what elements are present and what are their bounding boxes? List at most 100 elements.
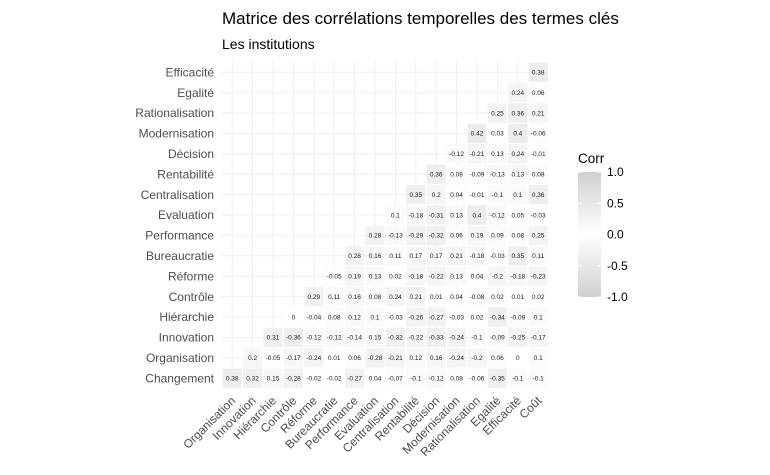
heatmap-cell [324,348,344,368]
cell-value-label: -0.21 [388,355,403,362]
heatmap-cell [283,307,303,327]
heatmap-cell [304,348,324,368]
cell-value-label: 0.12 [348,314,361,321]
heatmap-cell [528,246,548,266]
heatmap-cell [508,103,528,123]
cell-value-label: 0.1 [391,212,400,219]
cell-value-label: 0.24 [511,90,524,97]
cell-value-label: 0.17 [430,253,443,260]
cell-value-label: -0.12 [449,151,464,158]
heatmap-cell [528,327,548,347]
heatmap-cell [528,123,548,143]
heatmap-cell [263,348,283,368]
cell-value-label: 0.17 [409,253,422,260]
x-tick-label: Coût [516,393,544,421]
heatmap-cell [487,348,507,368]
heatmap-cell [487,144,507,164]
cell-value-label: -0.2 [471,355,483,362]
cell-value-label: 0.19 [348,274,361,281]
heatmap-cell [467,225,487,245]
heatmap-cell [365,348,385,368]
heatmap-cell [447,185,467,205]
cell-value-label: -0.25 [510,335,525,342]
heatmap-cell [304,307,324,327]
heatmap-cell [467,368,487,388]
cell-value-label: -0.09 [470,172,485,179]
chart-title: Matrice des corrélations temporelles des… [222,9,619,28]
heatmap-cell [385,205,405,225]
cell-value-label: 0.29 [307,294,320,301]
y-tick-label: Contrôle [169,290,215,304]
heatmap-cell [345,287,365,307]
heatmap-cell [345,307,365,327]
heatmap-cell [528,185,548,205]
heatmap-cell [447,205,467,225]
cell-value-label: -0.12 [490,212,505,219]
heatmap-cell [447,327,467,347]
heatmap-cell [365,266,385,286]
heatmap-cell [406,368,426,388]
cell-value-label: -0.29 [408,233,423,240]
heatmap-cell [385,266,405,286]
cell-value-label: 0.21 [409,294,422,301]
y-tick-label: Evaluation [158,208,214,222]
heatmap-cell [467,246,487,266]
cell-value-label: 0.05 [511,212,524,219]
cell-value-label: 0.11 [389,253,402,260]
heatmap-cell [508,307,528,327]
cell-value-label: 0.1 [534,355,543,362]
heatmap-cell [528,287,548,307]
cell-value-label: 0.13 [511,172,524,179]
heatmap-cell [365,307,385,327]
heatmap-cell [365,368,385,388]
legend-tick-label: -1.0 [607,290,628,304]
legend-tick-label: 0.5 [607,196,624,210]
chart-subtitle: Les institutions [222,36,315,52]
y-tick-label: Performance [145,229,214,243]
heatmap-cell [365,225,385,245]
cell-value-label: 0.32 [246,376,259,383]
cell-value-label: 0.21 [450,253,463,260]
cell-value-label: -0.09 [510,314,525,321]
cell-value-label: 0.19 [471,233,484,240]
heatmap-cell [406,246,426,266]
heatmap-cell [508,287,528,307]
cell-value-label: 0.25 [532,233,545,240]
cell-value-label: -0.28 [368,355,383,362]
cell-value-label: 0.21 [532,110,545,117]
heatmap-cell [406,287,426,307]
heatmap-cell [508,327,528,347]
cell-value-label: -0.01 [470,192,485,199]
cell-value-label: 0.04 [450,192,463,199]
heatmap-cell [467,185,487,205]
cell-value-label: -0.22 [408,335,423,342]
heatmap-cell [385,368,405,388]
cell-value-label: 0.24 [389,294,402,301]
cell-value-label: 0.04 [369,376,382,383]
cell-value-label: 0.13 [369,274,382,281]
heatmap-cell [426,348,446,368]
heatmap-cell [324,266,344,286]
cell-value-label: -0.12 [327,335,342,342]
heatmap-cell [508,123,528,143]
heatmap-cell [447,144,467,164]
heatmap-cell [447,348,467,368]
y-tick-label: Changement [145,371,214,385]
cell-value-label: 0.01 [328,355,341,362]
heatmap-cell [345,327,365,347]
cell-value-label: -0.06 [470,376,485,383]
cell-value-label: -0.03 [449,314,464,321]
cell-value-label: -0.1 [410,376,422,383]
heatmap-cell [528,225,548,245]
heatmap-cell [406,307,426,327]
cell-value-label: 0.1 [370,314,379,321]
heatmap-cell [467,348,487,368]
cell-value-label: 0.38 [226,376,239,383]
heatmap-cell [467,266,487,286]
heatmap-cell [345,368,365,388]
cell-value-label: -0.18 [510,274,525,281]
heatmap-cell [508,144,528,164]
heatmap-cell [283,368,303,388]
heatmap-cell [508,348,528,368]
cell-value-label: -0.24 [449,335,464,342]
